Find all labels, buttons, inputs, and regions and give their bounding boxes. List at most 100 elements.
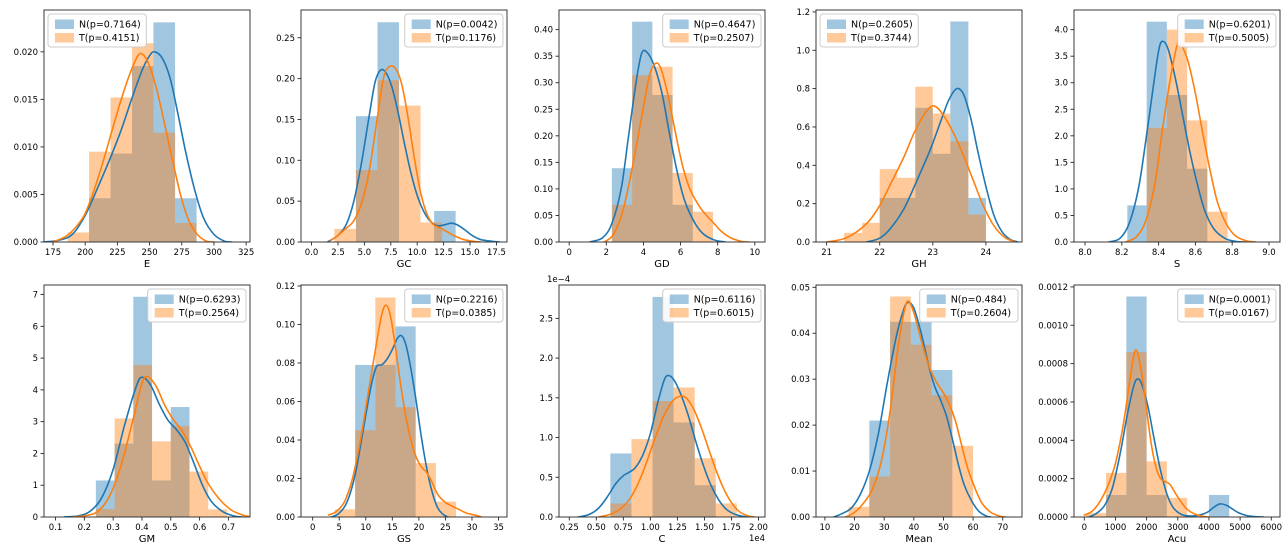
- y-tick-label: 6: [33, 322, 38, 332]
- x-axis-label: Acu: [1167, 534, 1186, 545]
- legend-patch-N: [827, 19, 847, 29]
- y-tick-label: 0.015: [14, 95, 38, 105]
- hist-bar-N: [152, 479, 171, 517]
- hist-bar-T: [932, 113, 951, 242]
- legend: N(p=0.0042) T(p=0.1176): [404, 13, 504, 48]
- legend-patch-N: [669, 19, 689, 29]
- y-tick-label: 0.02: [276, 474, 295, 484]
- hist-bar-N: [652, 94, 673, 242]
- y-tick-label: 0.010: [14, 143, 38, 153]
- kde-line-N: [1087, 377, 1264, 517]
- plot-area-E: [44, 22, 233, 242]
- y-tick-label: 0.10: [534, 185, 553, 195]
- hist-bar-N: [673, 421, 695, 517]
- y-tick-label: 0.10: [276, 320, 295, 330]
- plot-area-GD: [588, 21, 750, 242]
- legend-label-T: T(p=0.0385): [435, 308, 496, 319]
- y-tick-label: 2.5: [539, 314, 553, 324]
- legend-patch-N: [154, 294, 174, 304]
- hist-bar-N: [897, 197, 916, 242]
- hist-bar-N: [110, 153, 133, 242]
- x-tick-label: 50: [938, 523, 949, 533]
- x-tick-label: 0: [1081, 523, 1086, 533]
- x-tick-label: 8.6: [1188, 248, 1202, 258]
- legend-label-T: T(p=0.6015): [692, 308, 753, 319]
- x-tick-label: 10: [749, 248, 760, 258]
- hist-bar-N: [1125, 296, 1147, 517]
- y-tick-label: 2: [33, 449, 38, 459]
- x-tick-label: 0.3: [106, 523, 120, 533]
- x-tick-label: 275: [174, 248, 190, 258]
- y-tick-label: 1.5: [539, 393, 553, 403]
- kde-line-N: [63, 375, 244, 517]
- hist-bar-T: [911, 344, 932, 517]
- legend-label-T: T(p=0.4151): [78, 33, 139, 44]
- y-tick-label: 0.0: [797, 238, 811, 248]
- subplot-Acu: 0 1000 2000 3000 4000 5000 6000 0.0000 0.0002 0.0…: [1038, 282, 1282, 545]
- legend: N(p=0.7164) T(p=0.4151): [47, 13, 147, 48]
- legend-box: [404, 13, 504, 48]
- x-axis-label: GD: [654, 259, 670, 270]
- y-tick-label: 1.0: [539, 433, 553, 443]
- hist-bar-T: [844, 232, 863, 242]
- hist-bar-T: [334, 228, 357, 242]
- legend-label-T: T(p=0.0167): [1207, 308, 1268, 319]
- x-tick-label: 0.6: [193, 523, 207, 533]
- subplot-E: 175 200 225 250 275 300 325 0.000 0.005 0.010 0.01…: [14, 9, 254, 270]
- y-tick-label: 7: [33, 290, 38, 300]
- hist-bar-N: [879, 197, 898, 242]
- axes-spines: [300, 9, 508, 243]
- hist-bar-N: [377, 22, 400, 242]
- hist-bar-N: [395, 325, 417, 517]
- legend-label-T: T(p=0.5005): [1207, 33, 1268, 44]
- hist-bar-T: [175, 222, 197, 242]
- x-tick-label: 0.75: [614, 523, 633, 533]
- y-tick-label: 3.5: [1054, 52, 1068, 62]
- x-tick-label: 10: [361, 523, 372, 533]
- legend-label-T: T(p=0.2564): [178, 308, 239, 319]
- x-tick-label: 4: [641, 248, 646, 258]
- y-tick-label: 0.00: [534, 238, 553, 248]
- x-tick-label: 250: [141, 248, 157, 258]
- subplot-cell-GM: 0.1 0.2 0.3 0.4 0.5 0.6 0.7 0 1 2 3 4 5 6 7 GM N(p=0.629…: [0, 275, 257, 549]
- y-tick-label: 0.0008: [1038, 359, 1068, 369]
- hist-bar-T: [1105, 472, 1126, 517]
- hist-bar-T: [611, 204, 632, 242]
- y-tick-label: 5: [33, 354, 38, 364]
- x-tick-label: 200: [77, 248, 93, 258]
- x-tick-label: 30: [467, 523, 478, 533]
- x-tick-label: 24: [981, 248, 992, 258]
- legend-box: [819, 13, 919, 48]
- subplot-GS: 0 5 10 15 20 25 30 35 0.00 0.02 0.04 0.06 0.08 0.10 0.…: [276, 281, 508, 545]
- y-tick-label: 0.20: [534, 132, 553, 142]
- legend-patch-N: [926, 294, 946, 304]
- y-tick-label: 1.0: [797, 46, 811, 56]
- legend-label-T: T(p=0.3744): [850, 33, 911, 44]
- hist-bar-T: [170, 425, 190, 517]
- kde-line-T: [845, 299, 1007, 517]
- hist-bar-T: [848, 506, 870, 517]
- hist-bar-T: [950, 141, 969, 242]
- x-axis-label: C: [658, 534, 665, 545]
- legend: N(p=0.6201) T(p=0.5005): [1176, 13, 1277, 48]
- y-tick-label: 0.15: [276, 115, 295, 125]
- hist-bar-T: [132, 43, 154, 242]
- x-tick-label: 10.0: [408, 248, 427, 258]
- subplot-cell-GH: 21 22 23 24 0.0 0.2 0.4 0.6 0.8 1.0 1.2 GH N(p=0.260…: [772, 0, 1029, 275]
- legend-patch-T: [1184, 33, 1204, 43]
- subplot-GM: 0.1 0.2 0.3 0.4 0.5 0.6 0.7 0 1 2 3 4 5 6 7 GM N(p=0.629…: [33, 284, 251, 545]
- x-tick-label: 2: [603, 248, 608, 258]
- hist-bar-T: [89, 151, 111, 242]
- legend: N(p=0.0001) T(p=0.0167): [1176, 288, 1277, 322]
- y-tick-label: 0.00: [276, 238, 295, 248]
- x-axis-label: GC: [397, 259, 412, 270]
- hist-bar-T: [631, 438, 653, 517]
- x-tick-label: 1.75: [722, 523, 741, 533]
- y-tick-label: 0.06: [276, 397, 295, 407]
- axes-spines: [815, 9, 1023, 243]
- y-tick-label: 0.000: [14, 238, 38, 248]
- x-axis-label: GM: [139, 534, 155, 545]
- hist-bar-T: [208, 508, 227, 517]
- hist-bar-N: [915, 107, 933, 242]
